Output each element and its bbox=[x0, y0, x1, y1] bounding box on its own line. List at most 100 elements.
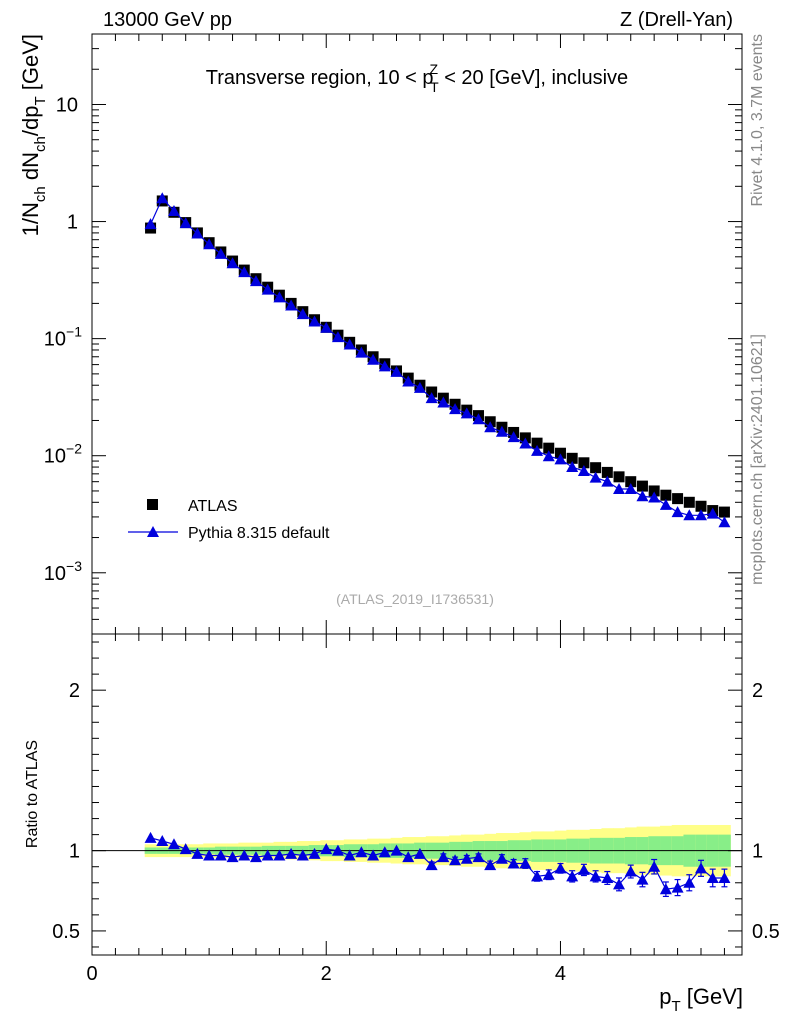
pythia-point bbox=[343, 338, 356, 350]
x-tick-label: 4 bbox=[555, 963, 566, 985]
y-tick-label: 1 bbox=[67, 212, 78, 234]
ratio-point bbox=[659, 883, 672, 895]
ratio-point bbox=[367, 849, 380, 861]
xlabel-a: p bbox=[659, 984, 671, 1009]
ratio-point bbox=[495, 852, 508, 864]
pythia-point bbox=[355, 346, 368, 358]
pythia-point bbox=[683, 509, 696, 521]
ratio-point bbox=[566, 870, 579, 882]
ratio-point bbox=[589, 870, 602, 882]
pythia-point bbox=[589, 471, 602, 483]
analysis-watermark: (ATLAS_2019_I1736531) bbox=[336, 591, 494, 607]
atlas-point bbox=[531, 437, 543, 449]
x-tick-label: 0 bbox=[86, 963, 97, 985]
atlas-point bbox=[625, 476, 637, 488]
ratio-point bbox=[425, 859, 438, 871]
x-axis-label: pT [GeV] bbox=[659, 984, 743, 1015]
y-tick-exponent: −1 bbox=[66, 324, 82, 340]
y-tick-label: 10−2 bbox=[44, 441, 82, 468]
ratio-point bbox=[636, 873, 649, 885]
y-tick-label-right: 2 bbox=[752, 680, 763, 702]
pythia-point bbox=[484, 421, 497, 433]
atlas-point bbox=[426, 386, 438, 398]
ratio-point bbox=[273, 849, 286, 861]
pythia-point bbox=[718, 516, 731, 528]
pythia-point bbox=[613, 482, 626, 494]
ylabel-d: [GeV] bbox=[18, 34, 43, 96]
pythia-point bbox=[695, 509, 708, 521]
legend-pythia-marker bbox=[147, 526, 159, 537]
y-tick-label: 10 bbox=[56, 94, 78, 116]
pythia-point bbox=[402, 375, 415, 387]
ratio-point bbox=[179, 843, 192, 855]
mcplots-info-label: mcplots.cern.ch [arXiv:2401.10621] bbox=[749, 334, 766, 585]
pythia-point bbox=[413, 381, 426, 393]
ratio-point bbox=[624, 865, 637, 877]
legend-atlas-label: ATLAS bbox=[188, 498, 238, 515]
pythia-point bbox=[624, 482, 637, 494]
pythia-point bbox=[390, 365, 403, 377]
ratio-point bbox=[320, 843, 333, 855]
ratio-point bbox=[144, 831, 157, 843]
y-tick-exponent: −3 bbox=[66, 558, 82, 574]
ratio-panel: 0 2 4 2 2 1 1 0.5 0.5 Ratio to ATLAS pT [GeV] bbox=[24, 633, 780, 1015]
pythia-point bbox=[636, 490, 649, 502]
title-sup: Z bbox=[430, 61, 439, 77]
atlas-point bbox=[718, 506, 730, 518]
y-tick-base: 10 bbox=[44, 446, 66, 468]
atlas-point bbox=[613, 471, 625, 483]
pythia-point bbox=[273, 291, 286, 303]
main-axis-ticks bbox=[91, 33, 742, 635]
title-part-a: Transverse region, 10 < p bbox=[206, 67, 434, 89]
ratio-point bbox=[484, 859, 497, 871]
pythia-point bbox=[671, 506, 684, 518]
pythia-point bbox=[179, 217, 192, 229]
pythia-point bbox=[296, 308, 309, 320]
legend-pythia-label: Pythia 8.315 default bbox=[188, 525, 330, 542]
ratio-point bbox=[214, 849, 227, 861]
xlabel-sub: T bbox=[671, 998, 680, 1015]
ratio-point bbox=[706, 871, 719, 883]
pythia-point bbox=[507, 431, 520, 443]
y-tick-label: 10−1 bbox=[44, 324, 82, 351]
y-tick-label: 10−3 bbox=[44, 558, 82, 585]
ratio-point bbox=[601, 871, 614, 883]
ratio-plot-frame bbox=[91, 633, 743, 956]
ratio-point bbox=[613, 878, 626, 890]
ratio-point bbox=[554, 862, 567, 874]
pythia-point bbox=[308, 315, 321, 327]
pythia-point bbox=[238, 266, 251, 278]
ratio-point bbox=[191, 847, 204, 859]
pythia-point bbox=[449, 403, 462, 415]
pythia-point bbox=[167, 205, 180, 217]
ratio-point bbox=[343, 849, 356, 861]
main-plot-frame bbox=[91, 33, 743, 635]
ratio-point bbox=[308, 847, 321, 859]
ratio-point bbox=[519, 857, 532, 869]
pythia-point bbox=[601, 475, 614, 487]
ratio-point bbox=[402, 851, 415, 863]
y-tick-label: 1 bbox=[69, 841, 80, 863]
pythia-point bbox=[648, 491, 661, 503]
atlas-point bbox=[590, 462, 602, 474]
ratio-point bbox=[203, 849, 216, 861]
pythia-line bbox=[150, 197, 725, 523]
ratio-point bbox=[683, 876, 696, 888]
y-tick-exponent: −2 bbox=[66, 441, 82, 457]
ratio-point bbox=[577, 863, 590, 875]
y-tick-label: 2 bbox=[69, 680, 80, 702]
atlas-point bbox=[578, 457, 590, 469]
atlas-point bbox=[636, 480, 648, 492]
ratio-point bbox=[261, 849, 274, 861]
ratio-point bbox=[355, 846, 368, 858]
ratio-point bbox=[718, 871, 731, 883]
main-y-axis-label: 1/Nch dNch/dpT [GeV] bbox=[18, 34, 49, 236]
rivet-info-label: Rivet 4.1.0, 3.7M events bbox=[749, 34, 766, 207]
ratio-axis-ticks bbox=[91, 634, 742, 955]
pythia-point bbox=[472, 413, 485, 425]
ratio-tick-labels: 0 2 4 2 2 1 1 0.5 0.5 bbox=[52, 680, 780, 985]
ylabel-b: dN bbox=[18, 152, 43, 186]
atlas-point bbox=[695, 500, 707, 512]
ratio-point bbox=[531, 870, 544, 882]
